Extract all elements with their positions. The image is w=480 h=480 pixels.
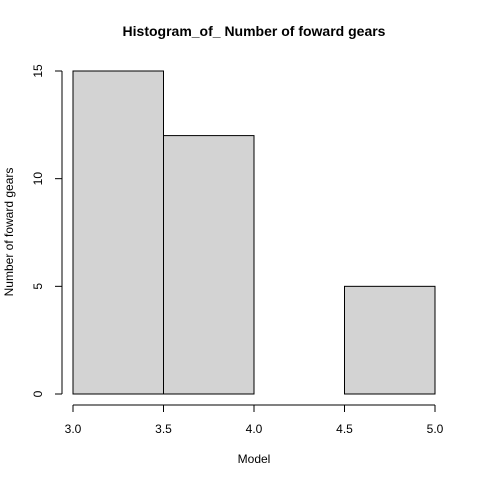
x-tick-label: 3.5	[155, 422, 172, 436]
x-axis-label: Model	[238, 452, 271, 466]
y-tick-label: 15	[31, 64, 45, 78]
y-axis-label: Number of foward gears	[2, 168, 16, 297]
histogram-bar-3	[344, 285, 436, 395]
y-tick-label: 5	[31, 283, 45, 290]
histogram-bar-1	[163, 135, 255, 395]
y-tick-label: 0	[31, 390, 45, 397]
x-tick-label: 5.0	[427, 422, 444, 436]
bars-group	[72, 70, 436, 395]
chart-title: Histogram_of_ Number of foward gears	[123, 23, 386, 39]
y-tick-label: 10	[31, 172, 45, 186]
y-axis: 0 5 10 15	[31, 64, 63, 397]
x-tick-label: 4.5	[336, 422, 353, 436]
histogram-bar-0	[72, 70, 164, 395]
x-tick-label: 4.0	[246, 422, 263, 436]
x-axis: 3.0 3.5 4.0 4.5 5.0	[65, 404, 444, 436]
x-tick-label: 3.0	[65, 422, 82, 436]
